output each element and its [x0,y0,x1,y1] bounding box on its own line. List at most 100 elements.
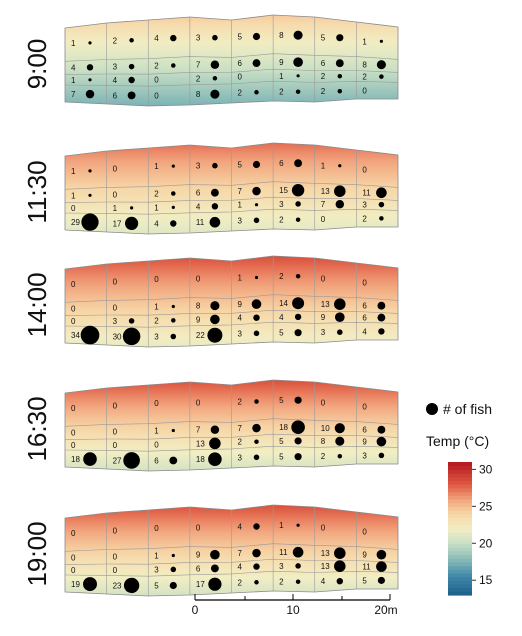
fish-count-label: 0 [154,399,159,408]
legend: # of fish Temp (°C) 15 20 25 30 [426,401,493,596]
fish-dot [337,329,343,335]
fish-count-label: 13 [321,300,330,309]
fish-dot [295,563,301,569]
fish-count-label: 5 [279,329,284,338]
fish-dot [209,216,221,228]
fish-count-label: 1 [71,191,76,200]
fish-count-label: 1 [71,167,76,176]
fish-count-label: 0 [113,277,118,286]
fish-count-label: 18 [196,455,205,464]
temperature-colorbar [448,462,472,596]
fish-count-label: 2 [362,73,367,82]
fish-dot [252,32,261,41]
fish-count-label: 0 [71,428,76,437]
fish-count-label: 0 [113,164,118,173]
fish-dot [294,396,302,404]
fish-count-label: 0 [154,524,159,533]
colorbar-swatch [448,539,472,544]
fish-count-label: 0 [321,215,326,224]
fish-dot [127,91,136,100]
fish-count-label: 7 [196,61,201,70]
fish-dot [83,452,97,466]
fish-dot [337,73,343,79]
fish-dot [123,577,140,594]
fish-count-label: 0 [71,404,76,413]
scale-bar: 0 10 20m [192,594,398,617]
colorbar-swatch [448,554,472,559]
fish-count-label: 8 [362,61,367,70]
fish-dot [88,78,92,82]
fish-count-label: 10 [321,424,330,433]
fish-count-label: 6 [279,159,284,168]
fish-dot [210,425,220,434]
fish-count-label: 0 [113,566,118,575]
fish-count-label: 0 [71,304,76,313]
fish-count-label: 13 [196,439,205,448]
fish-count-label: 5 [238,33,243,42]
fish-count-label: 18 [71,455,80,464]
fish-dot [377,301,386,310]
fish-dot [254,203,259,207]
fish-dot [338,164,342,168]
colorbar-tick-label: 20 [479,536,493,550]
fish-dot [171,553,175,558]
fish-dot [334,423,345,434]
fish-count-label: 1 [321,162,326,171]
fish-dot [170,566,177,573]
fish-dot [291,420,305,434]
colorbar-swatch [448,591,472,596]
fish-count-label: 0 [71,566,76,575]
fish-dot [378,328,385,335]
fish-dot [376,436,387,447]
fish-dot [169,456,178,465]
fish-count-label: 5 [154,582,159,591]
colorbar-swatch [448,521,472,526]
colorbar-swatch [448,487,472,493]
fish-count-label: 0 [362,402,367,411]
fish-count-label: 3 [321,328,326,337]
fish-count-label: 6 [196,189,201,198]
fish-count-label: 5 [238,161,243,170]
fish-count-label: 4 [238,314,243,323]
fish-count-label: 7 [71,90,76,99]
fish-count-label: 9 [321,313,326,322]
colorbar-swatch [448,580,472,585]
fish-count-label: 1 [113,204,118,213]
fish-count-label: 0 [196,275,201,284]
fish-dot [171,428,175,433]
fish-dot [212,34,218,41]
fish-dot [295,89,301,94]
colorbar-swatch [448,498,472,504]
fish-count-label: 18 [279,423,288,432]
fish-count-label: 3 [113,63,118,72]
fish-dot [292,546,304,558]
fish-dot [254,439,259,444]
fish-dot [253,563,260,570]
fish-count-label: 15 [279,186,288,195]
fish-count-label: 8 [196,90,201,99]
fish-dot [88,41,92,45]
fish-count-label: 3 [238,453,243,462]
fish-dot [86,64,94,71]
fish-dot [212,162,218,169]
panel-time-label: 14:00 [22,272,52,337]
fish-count-label: 0 [113,428,118,437]
fish-dot [171,205,175,209]
fish-count-label: 9 [362,438,367,447]
colorbar-swatch [448,587,472,592]
fish-dot [337,88,343,94]
panel-1: 11:30 1 0 1 3 5 6 1 01 0 2 6 7 15 13 110 1 1 4 1 3 7 329 17 4 11 3… [22,142,399,235]
fish-count-label: 6 [113,91,118,100]
fish-dot [251,299,262,309]
panel-3: 16:30 0 0 0 0 2 5 0 0 0 0 1 7 7 18 10 6 0 0 0 13 2 5 8 9 18 27 6 18 3… [22,379,399,472]
fish-count-label: 2 [279,578,284,587]
fish-count-label: 2 [321,72,326,81]
fish-dot [335,59,344,68]
fish-dot [209,437,221,450]
fish-count-label: 0 [71,204,76,213]
scale-label-20m: 20m [374,603,397,617]
fish-count-label: 7 [238,187,243,196]
fish-count-label: 8 [196,302,201,311]
fish-dot [335,436,345,446]
